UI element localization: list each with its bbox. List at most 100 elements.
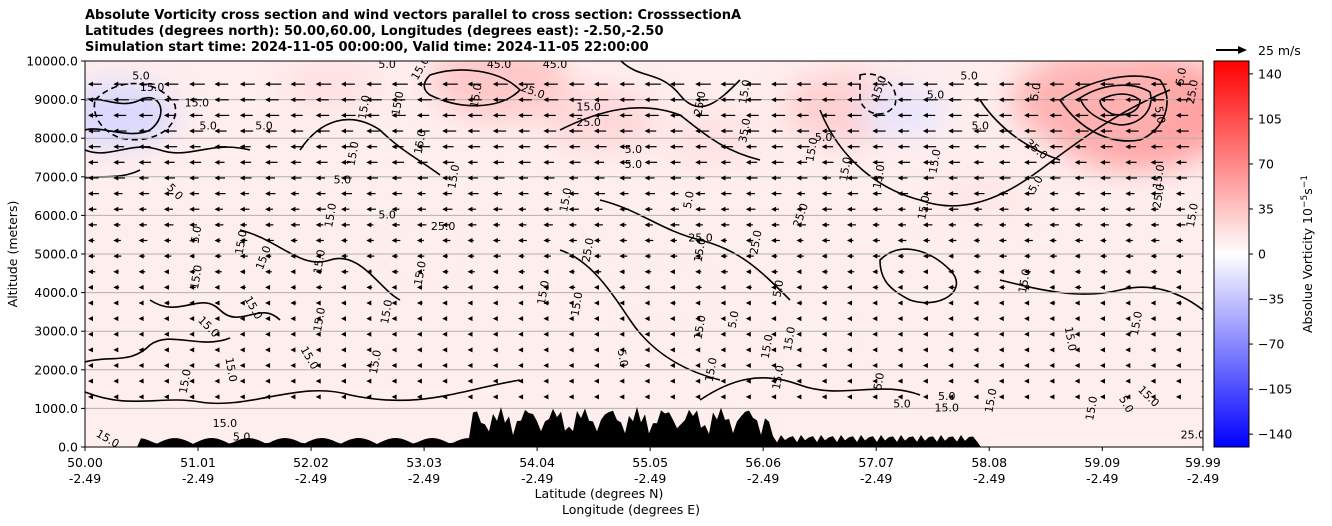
wind-vector-head — [619, 347, 625, 353]
wind-vector-60 — [138, 112, 153, 118]
terrain-silhouette — [85, 407, 1203, 447]
wind-vector-872 — [1125, 222, 1133, 228]
wind-vector-663 — [872, 206, 882, 212]
wind-vector-177 — [290, 253, 298, 259]
wind-vector-11 — [88, 222, 97, 228]
wind-vector-head — [113, 284, 119, 290]
wind-vector-head — [897, 159, 903, 165]
wind-vector-194 — [315, 316, 321, 322]
wind-vector-350 — [492, 175, 505, 181]
wind-vector-296 — [442, 363, 448, 369]
wind-vector-head — [1125, 347, 1131, 353]
wind-vector-561 — [745, 159, 758, 165]
wind-vector-head — [1074, 128, 1080, 134]
wind-vector-645 — [847, 159, 858, 165]
wind-vector-head — [745, 284, 751, 290]
wind-vector-807 — [1049, 253, 1057, 259]
wind-vector-head — [113, 159, 119, 165]
wind-vector-head — [391, 284, 397, 290]
x-axis-label-latitude: Latitude (degrees N) — [535, 486, 664, 501]
wind-vector-384 — [543, 300, 550, 306]
wind-vector-811 — [1049, 191, 1058, 197]
wind-vector-head — [88, 237, 93, 243]
wind-vector-894 — [1150, 206, 1159, 212]
wind-vector-head — [163, 112, 169, 118]
wind-vector-176 — [290, 269, 296, 275]
contour-label-20: 15.0 — [322, 202, 339, 228]
wind-vector-head — [366, 112, 372, 118]
wind-vector-head — [796, 316, 802, 322]
wind-vector-36 — [113, 159, 125, 165]
wind-vector-371 — [518, 175, 529, 181]
wind-vector-402 — [568, 347, 574, 353]
wind-vector-head — [1175, 97, 1181, 103]
wind-vector-head — [467, 394, 473, 400]
wind-vector-head — [416, 253, 422, 259]
x-tick-lat-10: 59.99 — [1185, 455, 1221, 470]
wind-vector-head — [897, 347, 903, 353]
wind-vector-head — [973, 269, 979, 275]
wind-vector-128 — [239, 363, 245, 369]
wind-vector-401 — [568, 363, 574, 369]
wind-vector-773 — [998, 128, 1013, 134]
wind-vector-826 — [1074, 284, 1082, 290]
wind-vector-282 — [416, 253, 425, 259]
wind-vector-228 — [341, 112, 356, 118]
wind-vector-844 — [1100, 331, 1105, 337]
wind-vector-659 — [872, 269, 878, 275]
wind-vector-head — [745, 331, 751, 337]
wind-vector-886 — [1150, 331, 1156, 337]
wind-vector-head — [315, 144, 321, 150]
wind-vector-600 — [796, 206, 806, 212]
wind-vector-head — [948, 97, 954, 103]
wind-vector-head — [847, 144, 852, 150]
contour-label-62: 15.0 — [803, 137, 820, 163]
x-tick-lat-1: 51.01 — [180, 455, 216, 470]
wind-vector-head — [619, 300, 625, 306]
wind-vector-56 — [138, 175, 149, 181]
wind-vector-head — [720, 316, 726, 322]
wind-vector-head — [492, 394, 498, 400]
wind-vector-678 — [897, 300, 903, 306]
wind-vector-364 — [518, 284, 524, 290]
colorbar-gradient — [1213, 60, 1250, 448]
wind-vector-head — [922, 175, 928, 181]
wind-vector-243 — [366, 206, 376, 212]
wind-vector-head — [518, 81, 524, 87]
wind-vector-head — [1024, 394, 1030, 400]
wind-vector-202 — [315, 191, 326, 197]
wind-vector-head — [290, 363, 296, 369]
wind-vector-head — [492, 81, 498, 87]
contour-label-66: 5.0 — [893, 398, 911, 411]
wind-vector-head — [1100, 331, 1105, 337]
wind-vector-852 — [1100, 206, 1109, 212]
wind-vector-head — [796, 363, 802, 369]
wind-vector-679 — [897, 284, 903, 290]
wind-vector-806 — [1049, 269, 1055, 275]
wind-vector-578 — [771, 222, 780, 228]
wind-vector-313 — [442, 97, 456, 103]
wind-vector-head — [1049, 300, 1055, 306]
wind-vector-677 — [897, 316, 903, 322]
wind-vector-707 — [922, 175, 935, 181]
contour-label-64: 15.0 — [837, 156, 854, 182]
contour-label-18: 15.0 — [311, 248, 328, 274]
wind-vector-head — [113, 128, 119, 134]
wind-vector-96 — [189, 206, 200, 212]
wind-vector-head — [492, 378, 498, 384]
wind-vector-473 — [644, 222, 653, 228]
contour-line-16 — [149, 299, 281, 321]
wind-vector-head — [163, 144, 169, 150]
wind-vector-740 — [973, 316, 979, 322]
wind-vector-304 — [442, 237, 451, 243]
wind-vector-head — [492, 331, 498, 337]
wind-vector-330 — [467, 159, 478, 165]
wind-vector-head — [619, 363, 625, 369]
wind-vector-657 — [872, 300, 878, 306]
x-tick-lat-3: 53.03 — [406, 455, 442, 470]
wind-vector-254 — [391, 363, 397, 369]
y-tick-label-3: 3000.0 — [34, 324, 78, 339]
wind-vector-208 — [315, 97, 329, 103]
wind-vector-head — [644, 222, 650, 228]
wind-vector-454 — [619, 191, 629, 197]
